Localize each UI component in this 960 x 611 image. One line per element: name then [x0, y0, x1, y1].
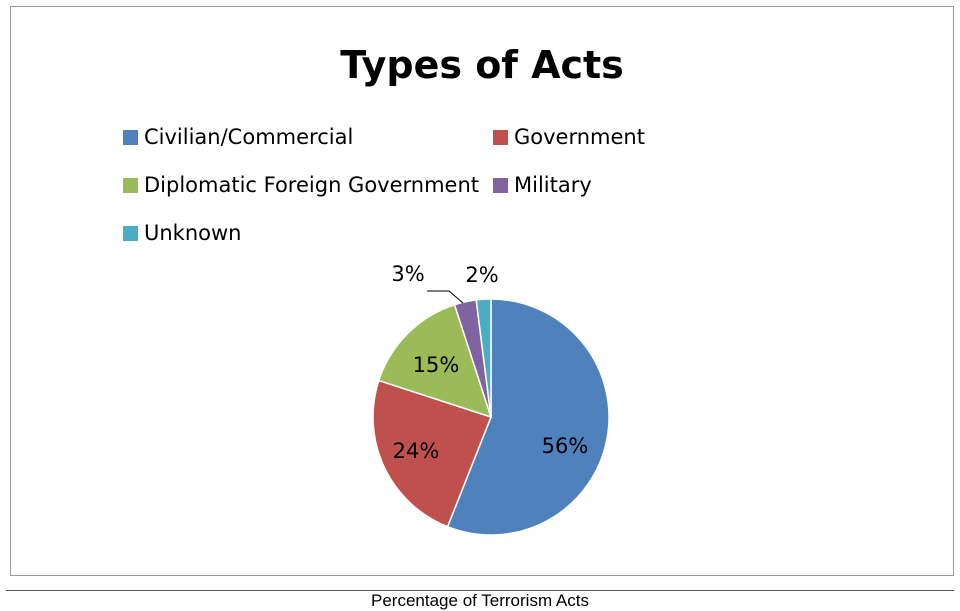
legend-label-military: Military — [514, 173, 592, 197]
pie-slice-civilian-commercial — [446, 298, 610, 536]
legend-swatch-civilian-commercial — [123, 129, 138, 145]
data-label-military: 3% — [391, 262, 424, 286]
legend-swatch-unknown — [123, 225, 138, 241]
legend-swatch-government — [493, 129, 508, 145]
chart-title: Types of Acts — [340, 43, 624, 87]
caption-divider — [6, 590, 954, 591]
legend-swatch-diplomatic-foreign-government — [123, 177, 138, 193]
data-label-government: 24% — [393, 439, 440, 463]
leader-line-military — [427, 290, 464, 304]
data-label-diplomatic-foreign-government: 15% — [413, 353, 460, 377]
legend-item-diplomatic-foreign-government: Diplomatic Foreign Government — [123, 171, 493, 199]
data-label-unknown: 2% — [465, 263, 498, 287]
legend-item-unknown: Unknown — [123, 219, 493, 247]
legend-item-government: Government — [493, 123, 683, 151]
legend-label-civilian-commercial: Civilian/Commercial — [144, 125, 354, 149]
pie-slice-government — [372, 379, 492, 528]
legend-label-government: Government — [514, 125, 645, 149]
figure-caption: Percentage of Terrorism Acts — [371, 591, 589, 610]
data-label-civilian-commercial: 56% — [542, 434, 589, 458]
pie-slice-unknown — [475, 298, 492, 418]
legend-item-military: Military — [493, 171, 683, 199]
legend-swatch-military — [493, 177, 508, 193]
legend-item-civilian-commercial: Civilian/Commercial — [123, 123, 493, 151]
legend-label-diplomatic-foreign-government: Diplomatic Foreign Government — [144, 173, 480, 197]
legend-label-unknown: Unknown — [144, 221, 242, 245]
chart-legend: Civilian/Commercial Government Diplomati… — [123, 123, 683, 247]
